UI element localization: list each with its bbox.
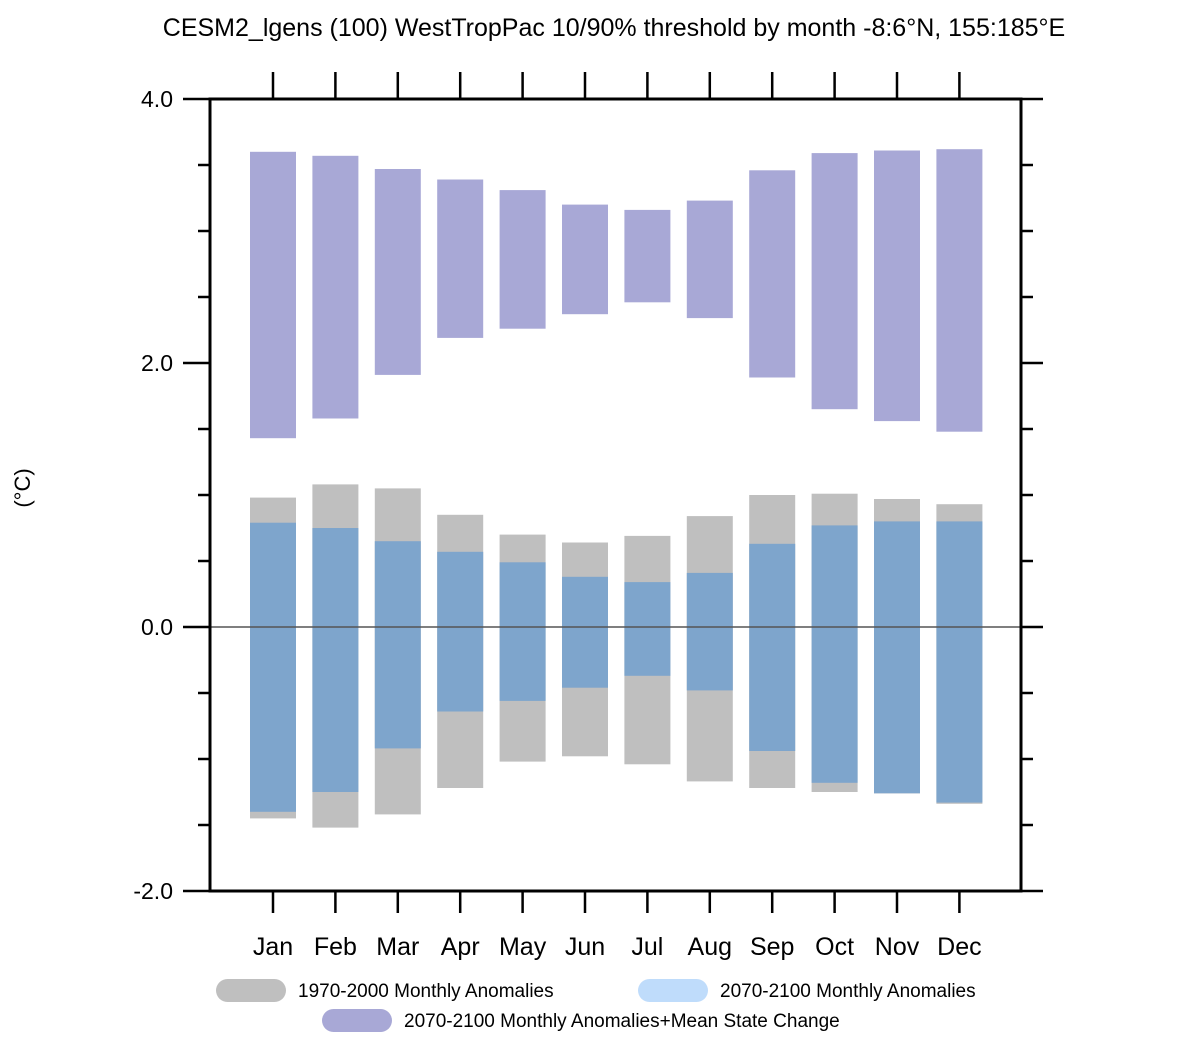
y-tick-label: 2.0 <box>141 350 173 376</box>
bar-apr-series-3 <box>437 179 484 338</box>
x-tick-label-jan: Jan <box>253 933 293 961</box>
chart-title: CESM2_lgens (100) WestTropPac 10/90% thr… <box>163 14 1065 42</box>
y-tick-label: 0.0 <box>141 614 173 640</box>
bar-oct-series-2 <box>811 525 858 783</box>
bars-layer <box>250 149 983 828</box>
legend-swatch-1 <box>216 979 286 1002</box>
series-3 <box>250 149 983 439</box>
bar-jun-series-3 <box>562 204 608 315</box>
bar-feb-series-3 <box>312 155 359 419</box>
bar-may-series-2 <box>499 562 546 701</box>
bar-may-series-3 <box>499 190 546 329</box>
x-tick-label-apr: Apr <box>441 933 480 961</box>
x-tick-label-dec: Dec <box>937 933 981 961</box>
y-tick-label: -2.0 <box>133 878 173 904</box>
bar-oct-series-3 <box>811 153 858 410</box>
bar-nov-series-2 <box>874 521 920 794</box>
bar-jul-series-2 <box>624 582 671 676</box>
bar-jan-series-3 <box>250 151 296 439</box>
bar-sep-series-2 <box>749 543 796 751</box>
bar-feb-series-2 <box>312 528 359 792</box>
x-tick-label-sep: Sep <box>750 933 794 961</box>
y-axis-label: (°C) <box>10 468 35 507</box>
axes-layer: -2.0 0.0 2.0 4.0 Jan Feb Mar Apr May Jun Jul Aug Sep… <box>133 72 1043 961</box>
x-tick-label-jun: Jun <box>565 933 605 961</box>
legend-label-1: 1970-2000 Monthly Anomalies <box>298 981 554 1002</box>
y-tick-label: 4.0 <box>141 86 173 112</box>
x-tick-label-oct: Oct <box>815 933 854 961</box>
bar-sep-series-3 <box>749 170 796 378</box>
bar-dec-series-3 <box>936 149 983 432</box>
bar-mar-series-2 <box>374 541 421 749</box>
bar-jul-series-3 <box>624 209 671 303</box>
series-1 <box>250 484 983 828</box>
legend-label-3: 2070-2100 Monthly Anomalies+Mean State C… <box>404 1011 840 1032</box>
bar-dec-series-2 <box>936 521 983 803</box>
legend-label-2: 2070-2100 Monthly Anomalies <box>720 981 976 1002</box>
series-2 <box>250 521 983 812</box>
x-tick-label-feb: Feb <box>314 933 357 961</box>
legend-swatch-3 <box>322 1009 392 1032</box>
legend: 1970-2000 Monthly Anomalies 2070-2100 Mon… <box>216 979 976 1032</box>
legend-swatch-2 <box>638 979 708 1002</box>
x-tick-label-nov: Nov <box>875 933 920 961</box>
x-tick-label-jul: Jul <box>631 933 663 961</box>
x-tick-label-aug: Aug <box>688 933 732 961</box>
bar-apr-series-2 <box>437 551 484 712</box>
bar-aug-series-3 <box>686 200 733 319</box>
x-tick-label-may: May <box>499 933 547 961</box>
bar-jan-series-2 <box>250 522 296 812</box>
bar-jun-series-2 <box>562 576 608 688</box>
bar-aug-series-2 <box>686 572 733 691</box>
x-tick-label-mar: Mar <box>376 933 419 961</box>
bar-nov-series-3 <box>874 150 920 422</box>
bar-mar-series-3 <box>374 169 421 375</box>
